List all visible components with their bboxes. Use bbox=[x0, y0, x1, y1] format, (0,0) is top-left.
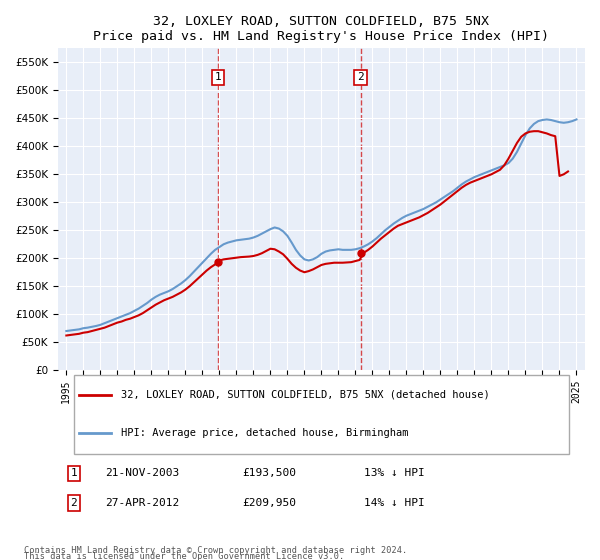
Text: This data is licensed under the Open Government Licence v3.0.: This data is licensed under the Open Gov… bbox=[24, 552, 344, 560]
Text: 27-APR-2012: 27-APR-2012 bbox=[105, 498, 179, 508]
Text: 2: 2 bbox=[70, 498, 77, 508]
Text: £193,500: £193,500 bbox=[242, 468, 296, 478]
Text: £209,950: £209,950 bbox=[242, 498, 296, 508]
FancyBboxPatch shape bbox=[74, 375, 569, 454]
Text: Contains HM Land Registry data © Crown copyright and database right 2024.: Contains HM Land Registry data © Crown c… bbox=[24, 547, 407, 556]
Text: 2: 2 bbox=[357, 72, 364, 82]
Text: 32, LOXLEY ROAD, SUTTON COLDFIELD, B75 5NX (detached house): 32, LOXLEY ROAD, SUTTON COLDFIELD, B75 5… bbox=[121, 390, 490, 400]
Text: 13% ↓ HPI: 13% ↓ HPI bbox=[364, 468, 424, 478]
Text: HPI: Average price, detached house, Birmingham: HPI: Average price, detached house, Birm… bbox=[121, 428, 409, 438]
Text: 1: 1 bbox=[70, 468, 77, 478]
Text: 21-NOV-2003: 21-NOV-2003 bbox=[105, 468, 179, 478]
Text: 14% ↓ HPI: 14% ↓ HPI bbox=[364, 498, 424, 508]
Text: 1: 1 bbox=[214, 72, 221, 82]
Title: 32, LOXLEY ROAD, SUTTON COLDFIELD, B75 5NX
Price paid vs. HM Land Registry's Hou: 32, LOXLEY ROAD, SUTTON COLDFIELD, B75 5… bbox=[94, 15, 550, 43]
